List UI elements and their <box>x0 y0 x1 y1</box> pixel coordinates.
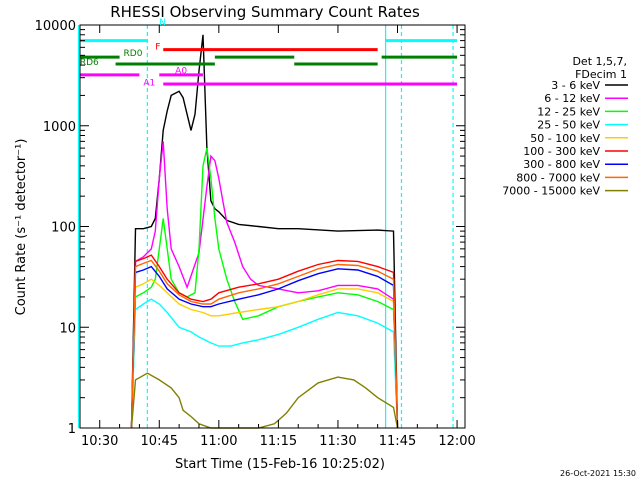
legend-entry-label: 12 - 25 keV <box>537 105 600 118</box>
flag-label-n: N <box>159 18 166 28</box>
flag-label-a0: A0 <box>175 67 187 77</box>
legend-entry-label: 3 - 6 keV <box>551 79 600 92</box>
flag-label-a1: A1 <box>143 79 155 89</box>
y-tick-label: 100 <box>51 221 76 236</box>
legend-entry-label: 50 - 100 keV <box>530 132 600 145</box>
series-line-8 <box>130 372 399 429</box>
x-tick-label: 11:00 <box>200 434 237 449</box>
plot-area <box>77 25 458 429</box>
legend-entry-label: 100 - 300 keV <box>523 145 600 158</box>
series-line-4 <box>130 278 399 429</box>
legend-entry-label: 6 - 12 keV <box>544 92 600 105</box>
series-line-3 <box>130 298 399 429</box>
legend-title-line: Det 1,5,7, <box>572 55 627 68</box>
series-line-5 <box>130 254 399 429</box>
axes-frame <box>79 24 466 429</box>
series-line-7 <box>130 259 399 429</box>
legend-entry-label: 25 - 50 keV <box>537 119 600 132</box>
x-tick-label: 10:45 <box>141 434 178 449</box>
flag-label-rd0: RD0 <box>124 49 143 59</box>
y-tick-label: 10 <box>59 321 76 336</box>
series-line-6 <box>130 265 399 429</box>
legend-entry-label: 300 - 800 keV <box>523 158 600 171</box>
x-tick-label: 11:45 <box>379 434 416 449</box>
flag-label-f: F <box>155 43 160 53</box>
x-tick-label: 11:15 <box>260 434 297 449</box>
chart-title: RHESSI Observing Summary Count Rates <box>110 3 420 21</box>
flag-label-rd6: RD6 <box>80 58 99 68</box>
x-tick-label: 10:30 <box>81 434 118 449</box>
legend-entry-label: 7000 - 15000 keV <box>502 185 600 198</box>
y-tick-label: 10000 <box>35 19 76 34</box>
y-tick-label: 1 <box>68 422 76 437</box>
series-line-1 <box>130 141 399 429</box>
y-axis-label: Count Rate (s⁻¹ detector⁻¹) <box>14 139 29 316</box>
series-line-2 <box>130 147 399 429</box>
axis-labels: N F RD0 RD6 A1 A0 10:30 10:45 11:00 11:15 11:30 11:… <box>35 18 476 449</box>
series-line-0 <box>130 34 399 429</box>
y-tick-label: 1000 <box>43 120 76 135</box>
timestamp-label: 26-Oct-2021 15:30 <box>560 469 636 478</box>
x-axis-label: Start Time (15-Feb-16 10:25:02) <box>175 457 385 472</box>
x-tick-label: 12:00 <box>438 434 475 449</box>
legend-entry-label: 800 - 7000 keV <box>516 171 600 184</box>
legend-title-line: FDecim 1 <box>575 68 627 81</box>
plot-border <box>79 24 466 429</box>
x-tick-label: 11:30 <box>319 434 356 449</box>
